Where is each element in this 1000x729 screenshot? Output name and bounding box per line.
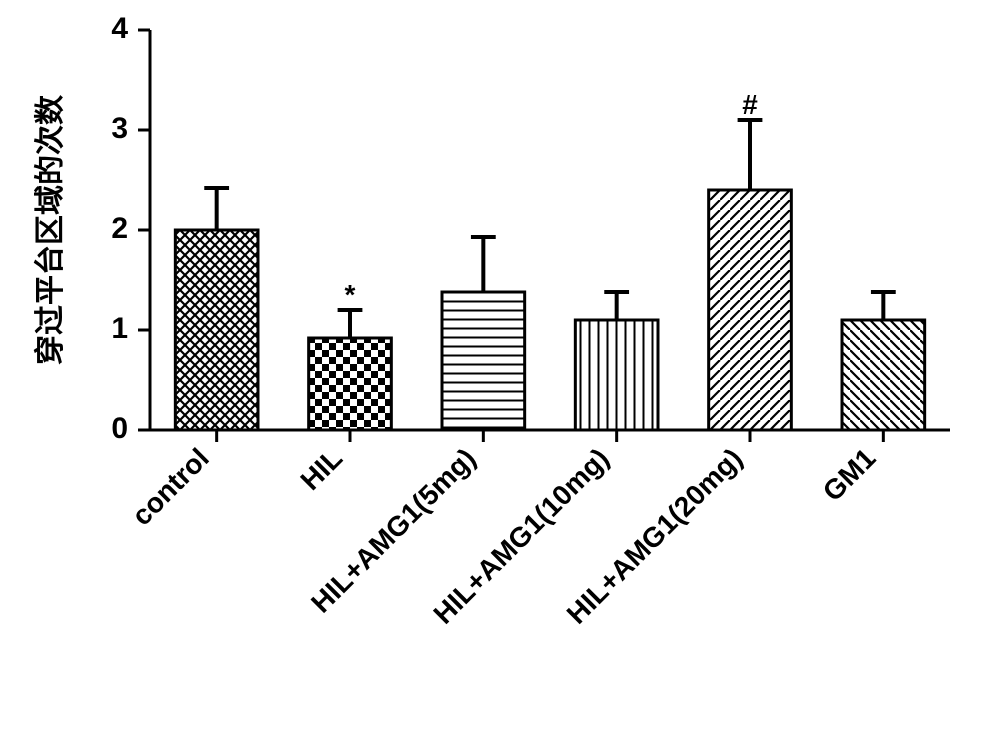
ytick-label: 3 xyxy=(111,112,128,145)
bar xyxy=(175,230,258,430)
bar xyxy=(842,320,925,430)
y-axis-label: 穿过平台区域的次数 xyxy=(33,94,67,365)
ytick-label: 0 xyxy=(111,412,128,445)
bar-chart-svg: 01234穿过平台区域的次数control*HILHIL+AMG1(5mg)HI… xyxy=(0,0,1000,729)
ytick-label: 4 xyxy=(111,12,128,45)
ytick-label: 2 xyxy=(111,212,128,245)
bar xyxy=(709,190,792,430)
significance-annotation: # xyxy=(742,89,758,120)
ytick-label: 1 xyxy=(111,312,128,345)
bar-chart: 01234穿过平台区域的次数control*HILHIL+AMG1(5mg)HI… xyxy=(0,0,1000,729)
bar xyxy=(575,320,658,430)
bar xyxy=(442,292,525,430)
significance-annotation: * xyxy=(345,279,356,310)
bar xyxy=(309,338,392,430)
